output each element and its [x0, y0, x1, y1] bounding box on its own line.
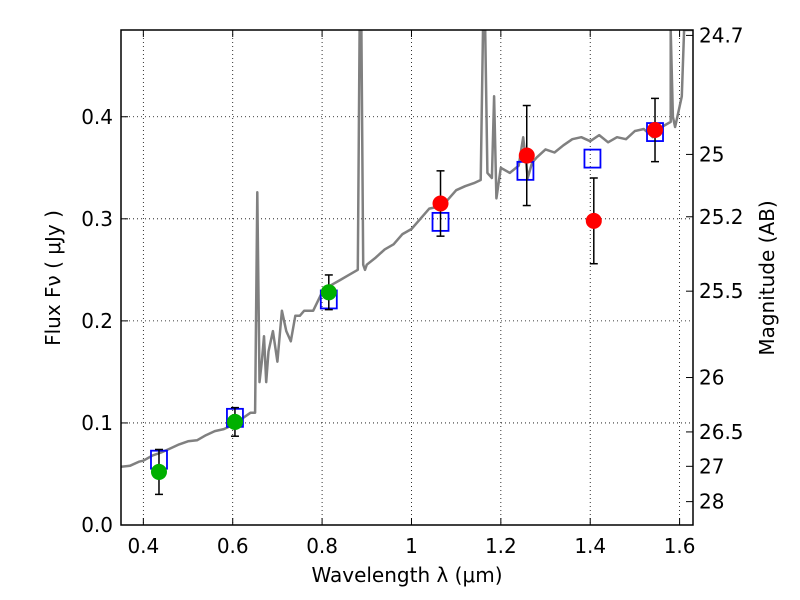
right-tick-label: 28 — [699, 490, 724, 514]
red-data-point — [518, 147, 535, 164]
right-tick-label: 26 — [699, 366, 724, 390]
y-tick-label: 0.0 — [81, 513, 113, 537]
x-tick-label: 1 — [405, 534, 418, 558]
spectrum-line — [121, 30, 693, 469]
right-tick-label: 24.7 — [699, 23, 744, 47]
spectrum-layer — [121, 30, 693, 469]
axes-frame — [120, 29, 694, 526]
x-tick-label: 0.6 — [217, 534, 249, 558]
right-tick-label: 25.5 — [699, 279, 744, 303]
red-data-point — [647, 122, 664, 139]
x-tick-label: 0.8 — [306, 534, 338, 558]
right-tick-label: 27 — [699, 454, 724, 478]
y-tick-label: 0.3 — [81, 207, 113, 231]
x-tick-label: 0.4 — [127, 534, 159, 558]
y-tick-label: 0.2 — [81, 309, 113, 333]
red-data-point — [432, 195, 449, 212]
green-data-point — [150, 463, 167, 480]
ticks-layer: 0.4 0.6 0.8 1 1.2 1.4 1.6 0.0 0.1 0.2 0.3 0.4 24.7 25… — [81, 23, 743, 558]
x-tick-label: 1.6 — [664, 534, 696, 558]
right-tick-label: 25.2 — [699, 205, 744, 229]
red-data-point — [585, 212, 602, 229]
x-tick-label: 1.2 — [485, 534, 517, 558]
y-tick-label: 0.1 — [81, 411, 113, 435]
model-square-marker — [583, 148, 602, 169]
y-tick-label: 0.4 — [81, 105, 113, 129]
y-axis-label: Flux Fν ( μJy ) — [41, 210, 65, 346]
markers-layer — [150, 97, 664, 496]
right-tick-label: 26.5 — [699, 420, 744, 444]
grid — [121, 30, 693, 526]
x-tick-label: 1.4 — [574, 534, 606, 558]
y-axis-right-label: Magnitude (AB) — [755, 200, 779, 355]
green-data-point — [320, 284, 337, 301]
green-data-point — [226, 413, 243, 430]
right-tick-label: 25 — [699, 142, 724, 166]
plot-area — [121, 30, 693, 469]
x-axis-label: Wavelength λ (μm) — [311, 563, 502, 587]
